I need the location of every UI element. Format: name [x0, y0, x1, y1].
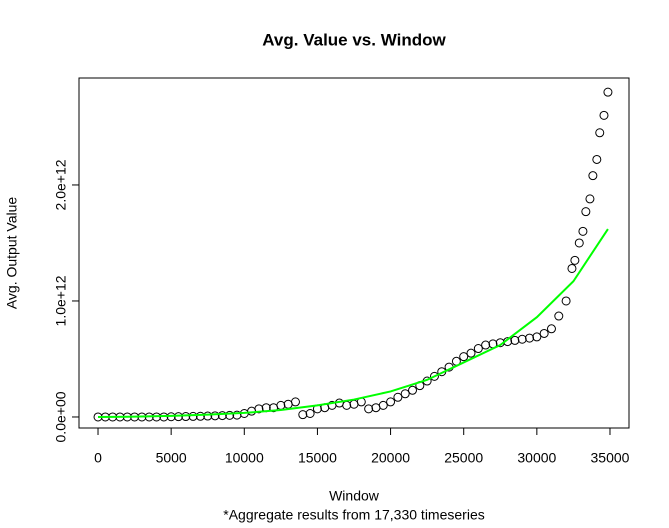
point — [290, 397, 300, 407]
x-tick-label: 30000 — [517, 450, 556, 466]
point — [567, 263, 577, 273]
point — [585, 194, 595, 204]
point — [400, 389, 410, 399]
x-tick-label: 10000 — [225, 450, 264, 466]
y-tick-label: 0.0e+00 — [53, 391, 69, 442]
point — [217, 411, 227, 421]
y-tick-label: 1.0e+12 — [53, 275, 69, 326]
point — [225, 410, 235, 420]
point — [517, 334, 527, 344]
point — [254, 404, 264, 414]
plot-frame — [78, 77, 630, 429]
point — [603, 87, 613, 97]
x-tick-label: 25000 — [444, 450, 483, 466]
point — [561, 296, 571, 306]
point — [539, 328, 549, 338]
point — [378, 400, 388, 410]
point — [203, 411, 213, 421]
point — [592, 154, 602, 164]
point — [578, 226, 588, 236]
fit-line — [98, 228, 609, 418]
point — [466, 348, 476, 358]
point — [195, 411, 205, 421]
x-tick-label: 20000 — [371, 450, 410, 466]
point — [473, 344, 483, 354]
point — [181, 412, 191, 422]
point — [510, 335, 520, 345]
point — [364, 404, 374, 414]
point — [588, 171, 598, 181]
x-tick-label: 0 — [94, 450, 102, 466]
chart-title: Avg. Value vs. Window — [262, 30, 446, 49]
point — [349, 399, 359, 409]
point — [371, 403, 381, 413]
point — [393, 392, 403, 402]
point — [595, 128, 605, 138]
point — [599, 110, 609, 120]
point — [525, 333, 535, 343]
point — [581, 207, 591, 217]
x-tick-label: 35000 — [591, 450, 630, 466]
point — [276, 400, 286, 410]
point — [210, 411, 220, 421]
point — [554, 311, 564, 321]
point — [570, 255, 580, 265]
point — [546, 324, 556, 334]
point — [386, 397, 396, 407]
point — [481, 340, 491, 350]
y-axis-label: Avg. Output Value — [4, 197, 20, 310]
x-axis-label: Window — [329, 488, 380, 504]
point — [532, 332, 542, 342]
point — [188, 411, 198, 421]
y-tick-label: 2.0e+12 — [53, 159, 69, 210]
point — [459, 352, 469, 362]
point — [342, 400, 352, 410]
point — [298, 410, 308, 420]
point — [429, 371, 439, 381]
point — [408, 385, 418, 395]
point — [574, 238, 584, 248]
point — [305, 408, 315, 418]
point — [283, 399, 293, 409]
x-tick-label: 5000 — [156, 450, 187, 466]
caption: *Aggregate results from 17,330 timeserie… — [223, 507, 484, 523]
x-tick-label: 15000 — [298, 450, 337, 466]
